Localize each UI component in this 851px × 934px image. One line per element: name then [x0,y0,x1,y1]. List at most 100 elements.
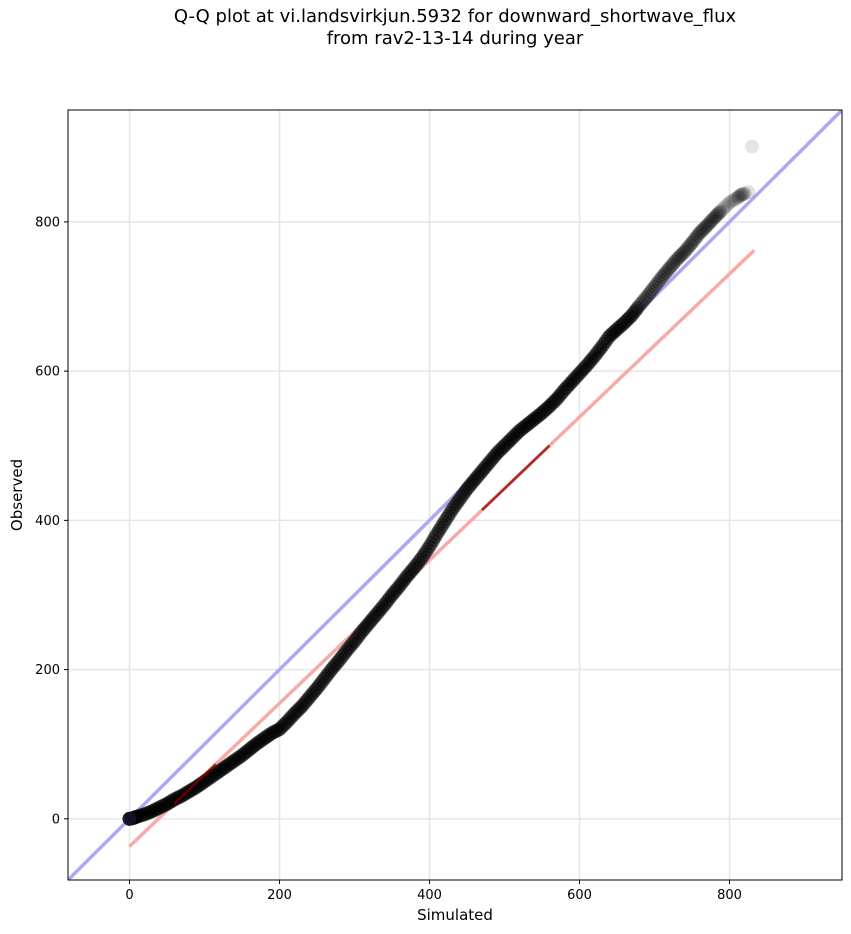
qq-point [478,459,493,474]
qq-point [415,550,429,565]
qq-point [362,615,377,630]
qq-point [555,385,570,400]
qq-point [137,807,152,822]
qq-point [223,756,238,771]
qq-point [598,334,613,349]
qq-point [538,402,553,417]
qq-point [583,353,598,368]
qq-point [148,802,163,817]
qq-point [736,186,751,201]
qq-point [332,652,347,667]
qq-point [490,446,504,461]
qq-point [205,769,219,784]
qq-point [452,492,467,507]
qq-point [366,611,381,626]
qq-point [302,690,317,705]
qq-point [456,487,471,502]
qq-point [576,362,591,377]
qq-point [559,380,574,395]
qq-point [561,378,576,393]
qq-point [270,723,285,738]
qq-point [734,187,749,202]
qq-point [529,410,544,425]
qq-point [544,397,559,412]
qq-point [236,746,251,761]
qq-point [551,389,566,404]
qq-point [668,254,683,269]
qq-point [503,433,518,448]
qq-point [482,455,497,470]
qq-point [681,240,696,255]
qq-point [272,722,287,737]
qq-point [321,666,336,681]
qq-point [563,376,578,391]
qq-point [606,325,621,340]
qq-point [281,712,296,727]
qq-point [450,495,465,510]
qq-point [323,664,338,679]
qq-point [439,511,454,526]
qq-point [469,470,484,485]
qq-point [488,448,503,463]
qq-point [600,331,615,346]
qq-point [433,520,448,535]
qq-point [293,701,308,716]
y-tick-label: 200 [35,663,60,678]
qq-point [578,360,593,375]
qq-point [707,210,722,225]
qq-point [533,407,548,422]
qq-point [623,310,638,325]
qq-point [347,634,362,649]
qq-point [373,602,388,617]
qq-point [343,638,358,653]
qq-point [246,739,261,754]
qq-point [557,382,572,397]
qq-point [145,804,159,819]
qq-point [220,758,234,773]
qq-point [300,692,315,707]
qq-point [621,311,636,326]
qq-point [741,185,756,200]
qq-point [542,399,557,414]
qq-point [568,370,583,385]
x-tick-label: 200 [267,888,292,903]
qq-point [368,608,383,623]
qq-point [141,805,156,820]
qq-point [566,372,581,387]
qq-point [358,620,373,635]
x-axis-label: Simulated [417,906,493,924]
qq-point [233,749,248,764]
qq-point [703,214,718,229]
x-tick-label: 800 [717,888,742,903]
qq-point [413,553,428,568]
y-tick-label: 600 [35,365,60,380]
qq-point [375,599,390,614]
qq-point [745,139,759,154]
y-tick-label: 800 [35,215,60,230]
chart-title: Q-Q plot at vi.landsvirkjun.5932 for dow… [0,6,851,50]
qq-point [589,346,604,361]
qq-point [156,798,171,813]
qq-point [255,732,270,747]
qq-point [731,189,746,204]
qq-point [673,248,688,263]
qq-point [643,284,658,299]
qq-point [263,727,278,742]
qq-point [250,736,264,751]
qq-point [326,659,341,674]
qq-point [596,336,611,351]
qq-point [585,351,600,366]
plot-frame [67,109,843,881]
qq-point [658,265,673,280]
qq-point [420,542,435,557]
qq-point [497,438,512,453]
qq-point [208,766,223,781]
qq-point [345,636,360,651]
qq-point [512,423,527,438]
qq-point [679,242,694,257]
qq-point [572,366,587,381]
qq-point [656,267,671,282]
qq-point [677,244,692,259]
qq-point [671,250,686,265]
qq-point [248,737,263,752]
